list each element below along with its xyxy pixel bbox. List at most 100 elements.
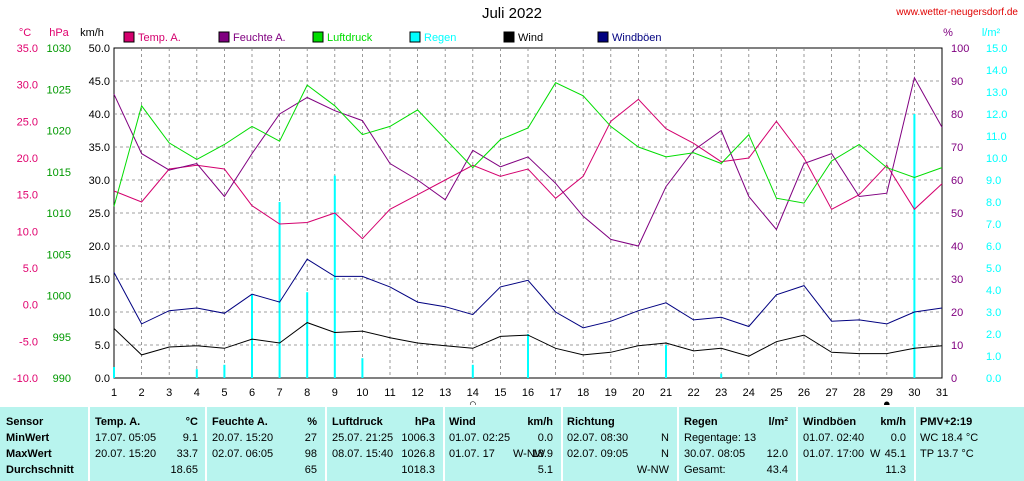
rain-tick-label: 0.0 (986, 373, 1001, 385)
pressure-tick-label: 1010 (47, 208, 71, 220)
hum-avg-val: 65 (304, 464, 317, 476)
series-line-windb-en (113, 258, 943, 329)
legend-swatch (503, 31, 515, 43)
rain-tick-label: 14.0 (986, 65, 1007, 77)
x-tick-label: 27 (825, 387, 837, 399)
legend-swatch (312, 31, 324, 43)
x-tick-label: 25 (770, 387, 782, 399)
pressure-tick-label: 1000 (47, 291, 71, 303)
legend-swatch (123, 31, 135, 43)
legend-swatch (597, 31, 609, 43)
stats-panel: Sensor MinWert MaxWert Durchschnitt Temp… (0, 407, 1024, 481)
wind-avg-val: 5.1 (537, 464, 553, 476)
separator (205, 407, 207, 481)
chart-markers: ○ ● (469, 396, 891, 405)
gust-min-val: 0.0 (890, 432, 906, 444)
rain-column: Regen l/m² Regentage: 13 30.07. 08:05 12… (679, 407, 796, 481)
rain-tick-label: 7.0 (986, 219, 1001, 231)
wind-tick-label: 25.0 (89, 208, 110, 220)
separator (561, 407, 563, 481)
pressure-unit-label: hPa (49, 27, 69, 39)
temp-tick-label: -5.0 (19, 336, 38, 348)
x-tick-label: 24 (743, 387, 755, 399)
wind-tick-label: 0.0 (95, 373, 110, 385)
rain-tick-label: 1.0 (986, 351, 1001, 363)
humidity-tick-label: 60 (951, 175, 963, 187)
legend-label: Feuchte A. (233, 32, 286, 44)
pressure-tick-label: 1025 (47, 84, 71, 96)
rain-bar (361, 358, 364, 378)
temp-tick-label: -10.0 (13, 373, 38, 385)
gust-max-val: 45.1 (884, 448, 906, 460)
gust-max-date: 01.07. 17:00 (803, 448, 865, 460)
temp-unit-label: °C (19, 27, 31, 39)
rain-bar (665, 345, 667, 378)
hum-max-val: 98 (304, 448, 317, 460)
x-tick-label: 5 (221, 387, 227, 399)
humidity-tick-label: 40 (951, 241, 963, 253)
temp-avg-val: 18.65 (170, 464, 198, 476)
rain-tick-label: 9.0 (986, 175, 1001, 187)
chart-grid (113, 47, 943, 379)
x-tick-label: 14 (467, 387, 479, 399)
site-link[interactable]: www.wetter-neugersdorf.de (896, 7, 1018, 18)
temp-min-val: 9.1 (182, 432, 198, 444)
humidity-tick-label: 0 (951, 373, 957, 385)
rain-total-label: Gesamt: (684, 464, 726, 476)
legend-label: Regen (424, 32, 456, 44)
x-tick-label: 6 (249, 387, 255, 399)
temp-max-date: 20.07. 15:20 (95, 448, 157, 460)
humidity-tick-label: 10 (951, 340, 963, 352)
rain-bars (113, 114, 916, 378)
wind-min-date: 01.07. 02:25 (449, 432, 511, 444)
x-tick-label: 28 (853, 387, 865, 399)
wind-tick-label: 45.0 (89, 76, 110, 88)
x-tick-label: 26 (798, 387, 810, 399)
pressure-tick-label: 1015 (47, 167, 71, 179)
pressure-tick-label: 990 (53, 373, 71, 385)
temp-column: Temp. A. °C 17.07. 05:05 9.1 20.07. 15:2… (90, 407, 206, 481)
wind-tick-label: 35.0 (89, 142, 110, 154)
rain-header: Regen (684, 416, 718, 428)
rain-tick-label: 12.0 (986, 109, 1007, 121)
wind-header: Wind (449, 416, 476, 428)
x-tick-label: 13 (439, 387, 451, 399)
dir-avg-val: W-NW (636, 464, 669, 476)
legend-swatch (218, 31, 230, 43)
temp-tick-label: 0.0 (23, 300, 38, 312)
hum-min-val: 27 (304, 432, 317, 444)
gust-max-dir: W (870, 448, 881, 460)
rain-tick-label: 2.0 (986, 329, 1001, 341)
x-tick-label: 21 (660, 387, 672, 399)
wind-unit-label: km/h (80, 27, 104, 39)
chart-axes: 1 2 3 4 5 6 7 8 9 10 11 12 13 14 15 16 17 18 19 20 21 22 23 24 2… (13, 27, 1008, 399)
rain-bar (195, 369, 198, 378)
separator (443, 407, 445, 481)
humidity-column: Feuchte A. % 20.07. 15:20 27 02.07. 06:0… (207, 407, 325, 481)
sensor-header: Sensor (6, 416, 44, 428)
x-tick-label: 3 (166, 387, 172, 399)
wind-min-val: 0.0 (537, 432, 553, 444)
separator (325, 407, 327, 481)
x-tick-label: 11 (384, 387, 395, 399)
rain-max-val: 12.0 (766, 448, 788, 460)
separator (796, 407, 798, 481)
legend-swatch (409, 31, 421, 43)
legend-label: Wind (518, 32, 543, 44)
temp-max-val: 33.7 (176, 448, 198, 460)
hum-max-date: 02.07. 06:05 (212, 448, 274, 460)
wind-tick-label: 50.0 (89, 43, 110, 55)
humidity-tick-label: 50 (951, 208, 963, 220)
gust-header: Windböen (803, 416, 857, 428)
legend-label: Windböen (612, 32, 662, 44)
x-tick-label: 16 (522, 387, 534, 399)
humidity-tick-label: 90 (951, 76, 963, 88)
humidity-tick-label: 80 (951, 109, 963, 121)
x-tick-label: 7 (277, 387, 283, 399)
pressure-tick-label: 1005 (47, 249, 71, 261)
temp-header: Temp. A. (95, 416, 141, 428)
separator (88, 407, 90, 481)
wind-tick-label: 10.0 (89, 307, 110, 319)
series-line-luftdruck (113, 82, 943, 207)
temp-tick-label: 20.0 (17, 153, 38, 165)
